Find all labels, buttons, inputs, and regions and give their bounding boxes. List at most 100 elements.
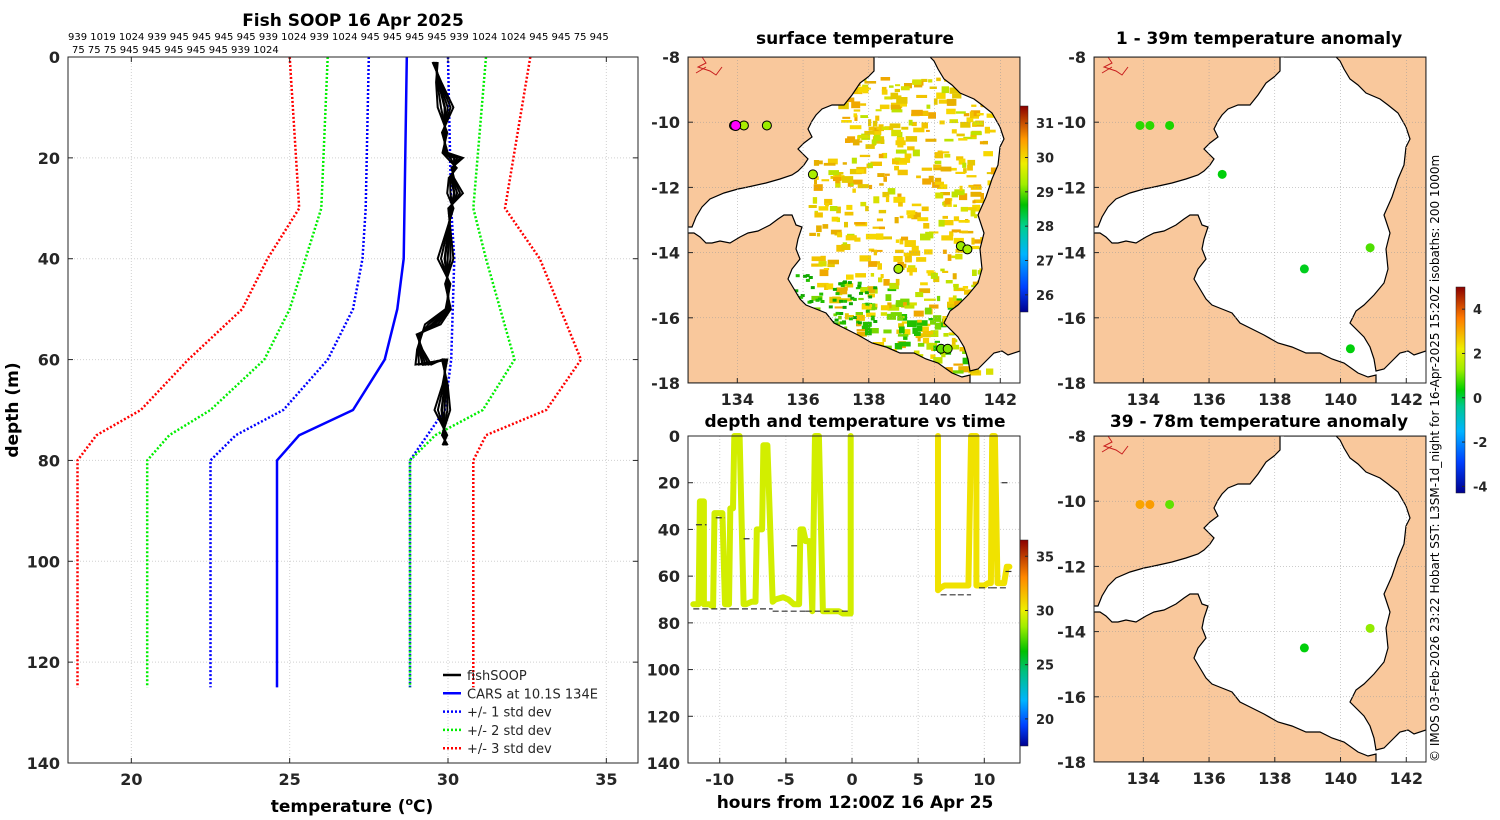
- sst-pixel-patch: [911, 212, 921, 220]
- sst-pixel-patch: [949, 119, 958, 124]
- sst-pixel-patch: [865, 144, 875, 149]
- sst-pixel-patch: [895, 149, 907, 154]
- sst-pixel-patch: [846, 97, 855, 103]
- sst-pixel-patch: [964, 289, 974, 295]
- sst-pixel-patch: [899, 326, 905, 334]
- map-ytick-label: -10: [1057, 113, 1086, 132]
- sst-pixel-patch: [958, 366, 969, 373]
- anomaly-39-78m-map: 39 - 78m temperature anomaly 134 136 138 14…: [1057, 412, 1427, 788]
- sst-pixel-patch: [934, 340, 940, 343]
- sst-pixel-patch: [854, 237, 861, 242]
- sst-pixel-patch: [878, 277, 883, 283]
- map-data-point: [1145, 499, 1155, 509]
- sst-pixel-patch: [818, 261, 827, 267]
- sst-pixel-patch: [940, 192, 950, 196]
- map-highlight-point: [730, 119, 742, 131]
- sst-pixel-patch: [949, 87, 960, 94]
- sst-pixel-patch: [877, 263, 882, 270]
- sst-pixel-patch: [940, 268, 945, 272]
- time-ytick-label: 100: [647, 661, 680, 680]
- sst-pixel-patch: [855, 273, 866, 278]
- sst-pixel-patch: [860, 115, 868, 118]
- sst-pixel-patch: [945, 280, 953, 284]
- sst-pixel-patch: [889, 85, 894, 88]
- sst-pixel-patch: [956, 156, 964, 161]
- sst-pixel-patch: [852, 297, 857, 301]
- sst-pixel-patch: [921, 122, 928, 129]
- sst-pixel-patch: [912, 327, 918, 334]
- sst-pixel-patch: [857, 184, 869, 189]
- sst-pixel-patch: [967, 159, 976, 166]
- sst-pixel-patch: [820, 255, 826, 262]
- sst-pixel-patch: [835, 181, 841, 188]
- map-data-point: [1165, 120, 1175, 130]
- sst-pixel-patch: [819, 269, 829, 277]
- sst-pixel-patch: [871, 307, 878, 310]
- sst-pixel-patch: [924, 249, 933, 255]
- sst-pixel-patch: [908, 119, 913, 126]
- sst-pixel-patch: [953, 284, 959, 290]
- sst-pixel-patch: [890, 92, 899, 100]
- sst-pixel-patch: [795, 274, 800, 278]
- sst-pixel-patch: [897, 169, 908, 176]
- sst-pixel-patch: [885, 294, 892, 301]
- profile-series-cars-at-10-1s-134e: [275, 56, 409, 688]
- sst-pixel-patch: [952, 370, 964, 374]
- sst-pixel-patch: [887, 302, 892, 309]
- sst-pixel-patch: [870, 328, 879, 334]
- sst-pixel-patch: [879, 183, 884, 186]
- sst-pixel-patch: [838, 315, 842, 320]
- sst-pixel-patch: [811, 263, 823, 267]
- sst-pixel-patch: [916, 175, 921, 179]
- profile-ytick-label: 60: [38, 351, 60, 370]
- sst-pixel-patch: [867, 286, 875, 294]
- sst-pixel-patch: [818, 206, 829, 211]
- sst-pixel-patch: [953, 287, 966, 292]
- map-ytick-label: -14: [1057, 623, 1086, 642]
- sst-pixel-patch: [898, 202, 903, 207]
- sst-pixel-patch: [836, 206, 841, 214]
- sst-pixel-patch: [893, 196, 906, 203]
- sst-pixel-patch: [834, 318, 839, 322]
- map-ytick-label: -12: [1057, 557, 1086, 576]
- sst-pixel-patch: [970, 114, 979, 119]
- sst-pixel-patch: [873, 130, 882, 136]
- sst-pixel-patch: [880, 274, 884, 279]
- sst-pixel-patch: [944, 153, 951, 158]
- sst-pixel-patch: [854, 115, 858, 121]
- sst-pixel-patch: [899, 102, 907, 107]
- sst-pixel-patch: [922, 331, 934, 335]
- sst-pixel-patch: [917, 342, 925, 347]
- colorbar-tick-label: 29: [1036, 186, 1054, 201]
- map-xtick-label: 138: [1258, 390, 1291, 409]
- sst-pixel-patch: [828, 170, 839, 176]
- sst-pixel-patch: [921, 206, 929, 212]
- sst-pixel-patch: [860, 201, 867, 207]
- sst-pixel-patch: [921, 167, 933, 171]
- sst-pixel-patch: [865, 328, 872, 336]
- sst-pixel-patch: [815, 298, 820, 302]
- sst-pixel-patch: [817, 282, 829, 288]
- sst-pixel-patch: [849, 168, 862, 175]
- credit-text: © IMOS 03-Feb-2026 23:22 Hobart SST: L3S…: [1428, 155, 1442, 762]
- sst-pixel-patch: [881, 89, 888, 95]
- sst-pixel-patch: [901, 236, 909, 241]
- sst-pixel-patch: [916, 94, 928, 98]
- sst-pixel-patch: [946, 167, 957, 171]
- sst-pixel-patch: [853, 109, 861, 112]
- sst-grid: [688, 57, 1020, 383]
- sst-pixel-patch: [951, 337, 956, 345]
- map-xtick-label: 140: [1324, 769, 1357, 788]
- sst-pixel-patch: [970, 131, 982, 136]
- profile-ticks: 20 25 30 35 0 20 40 60 80 100 120 140: [27, 48, 638, 789]
- sst-pixel-patch: [973, 199, 985, 203]
- sst-pixel-patch: [894, 343, 903, 350]
- sst-pixel-patch: [836, 217, 840, 223]
- sst-pixel-patch: [805, 274, 810, 278]
- sst-pixel-patch: [986, 368, 994, 375]
- sst-pixel-patch: [934, 160, 942, 164]
- anom1-ticks: 134 136 138 140 142 -18 -16 -14 -12 -10 -8: [1057, 48, 1423, 409]
- sst-pixel-patch: [933, 164, 942, 171]
- sst-pixel-patch: [834, 306, 844, 309]
- map-data-point: [1299, 264, 1309, 274]
